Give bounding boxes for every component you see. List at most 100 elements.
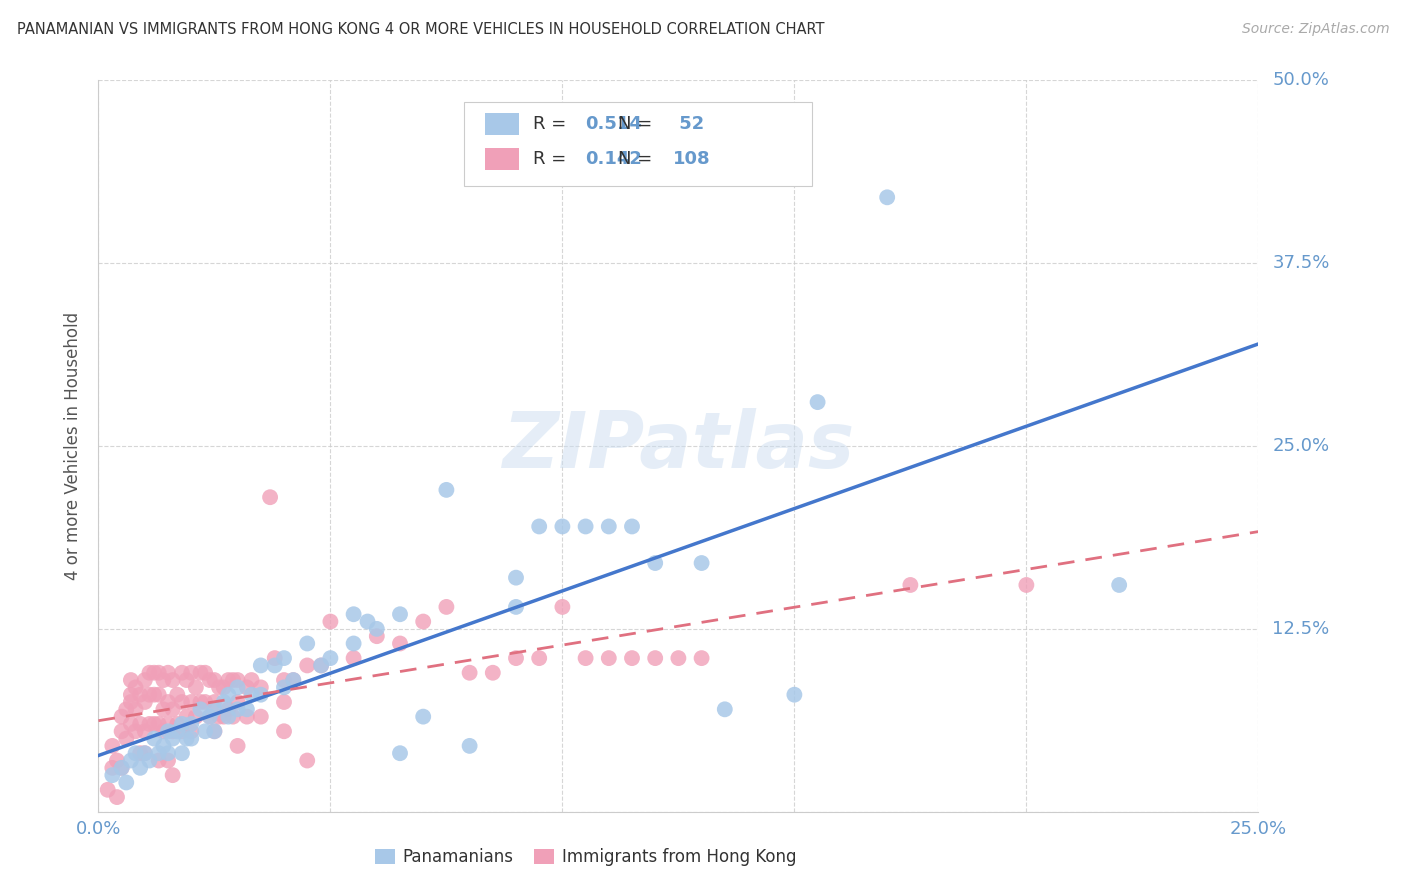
Point xyxy=(343,607,366,622)
Point xyxy=(481,665,505,680)
FancyBboxPatch shape xyxy=(485,113,519,136)
Text: R =: R = xyxy=(533,150,572,169)
FancyBboxPatch shape xyxy=(485,148,519,170)
Text: 0.514: 0.514 xyxy=(585,115,643,133)
Point xyxy=(621,651,644,665)
Point xyxy=(120,717,142,731)
Point xyxy=(184,681,207,695)
Text: 37.5%: 37.5% xyxy=(1272,254,1330,272)
Point xyxy=(138,754,160,768)
Point xyxy=(283,673,305,687)
Point xyxy=(529,651,551,665)
Point xyxy=(598,651,620,665)
Point xyxy=(162,702,184,716)
Point xyxy=(157,717,180,731)
Point xyxy=(263,651,285,665)
Point xyxy=(190,695,212,709)
Point xyxy=(120,673,142,687)
Point xyxy=(458,739,481,753)
Point xyxy=(111,724,132,739)
Point xyxy=(134,746,156,760)
Point xyxy=(194,665,217,680)
Point xyxy=(152,702,174,716)
Point xyxy=(152,724,174,739)
Point xyxy=(297,658,319,673)
Point xyxy=(226,673,249,687)
Point xyxy=(180,695,202,709)
Point xyxy=(180,665,202,680)
Point xyxy=(105,790,128,805)
Point xyxy=(412,709,434,723)
Point xyxy=(783,688,806,702)
Point xyxy=(129,717,152,731)
Point xyxy=(217,688,239,702)
Legend: Panamanians, Immigrants from Hong Kong: Panamanians, Immigrants from Hong Kong xyxy=(368,841,803,873)
Point xyxy=(124,702,146,716)
Point xyxy=(148,688,170,702)
Point xyxy=(170,665,193,680)
Point xyxy=(176,709,198,723)
Y-axis label: 4 or more Vehicles in Household: 4 or more Vehicles in Household xyxy=(65,312,83,580)
Point xyxy=(236,709,259,723)
Point xyxy=(714,702,737,716)
Text: 108: 108 xyxy=(672,150,710,169)
Point xyxy=(551,599,574,614)
Point xyxy=(152,673,174,687)
Point xyxy=(319,651,342,665)
Text: N =: N = xyxy=(619,150,658,169)
Point xyxy=(176,731,198,746)
Point xyxy=(143,731,166,746)
Point xyxy=(217,702,239,716)
Point xyxy=(217,673,239,687)
Point xyxy=(273,651,295,665)
Point xyxy=(217,709,239,723)
Point xyxy=(134,746,156,760)
Point xyxy=(222,673,245,687)
Point xyxy=(162,768,184,782)
Point xyxy=(240,673,263,687)
Point xyxy=(598,519,620,533)
Point xyxy=(120,688,142,702)
Point xyxy=(807,395,830,409)
Point xyxy=(621,519,644,533)
Point xyxy=(240,688,263,702)
Text: N =: N = xyxy=(619,115,658,133)
Point xyxy=(505,651,527,665)
Point xyxy=(366,629,388,643)
Point xyxy=(458,665,481,680)
Point xyxy=(101,768,124,782)
Point xyxy=(180,717,202,731)
Point xyxy=(388,746,412,760)
Point xyxy=(226,702,249,716)
Point xyxy=(170,746,193,760)
Point xyxy=(134,724,156,739)
Point xyxy=(120,754,142,768)
Point xyxy=(263,658,285,673)
Point xyxy=(666,651,689,665)
Point xyxy=(157,695,180,709)
Point xyxy=(148,754,170,768)
Point xyxy=(204,724,226,739)
Point xyxy=(138,665,160,680)
Point xyxy=(226,695,249,709)
Text: R =: R = xyxy=(533,115,572,133)
Point xyxy=(162,731,184,746)
Point xyxy=(124,681,146,695)
Point xyxy=(166,717,188,731)
Point xyxy=(162,724,184,739)
Point xyxy=(250,658,273,673)
Point xyxy=(309,658,332,673)
Point xyxy=(157,665,180,680)
Point xyxy=(644,556,666,570)
Point xyxy=(198,709,221,723)
Point xyxy=(236,681,259,695)
Point xyxy=(157,746,180,760)
Point xyxy=(157,724,180,739)
Point xyxy=(101,739,124,753)
Point xyxy=(283,673,305,687)
Point xyxy=(574,519,596,533)
Point xyxy=(143,665,166,680)
Point xyxy=(204,724,226,739)
Point xyxy=(170,717,193,731)
Point xyxy=(273,724,295,739)
